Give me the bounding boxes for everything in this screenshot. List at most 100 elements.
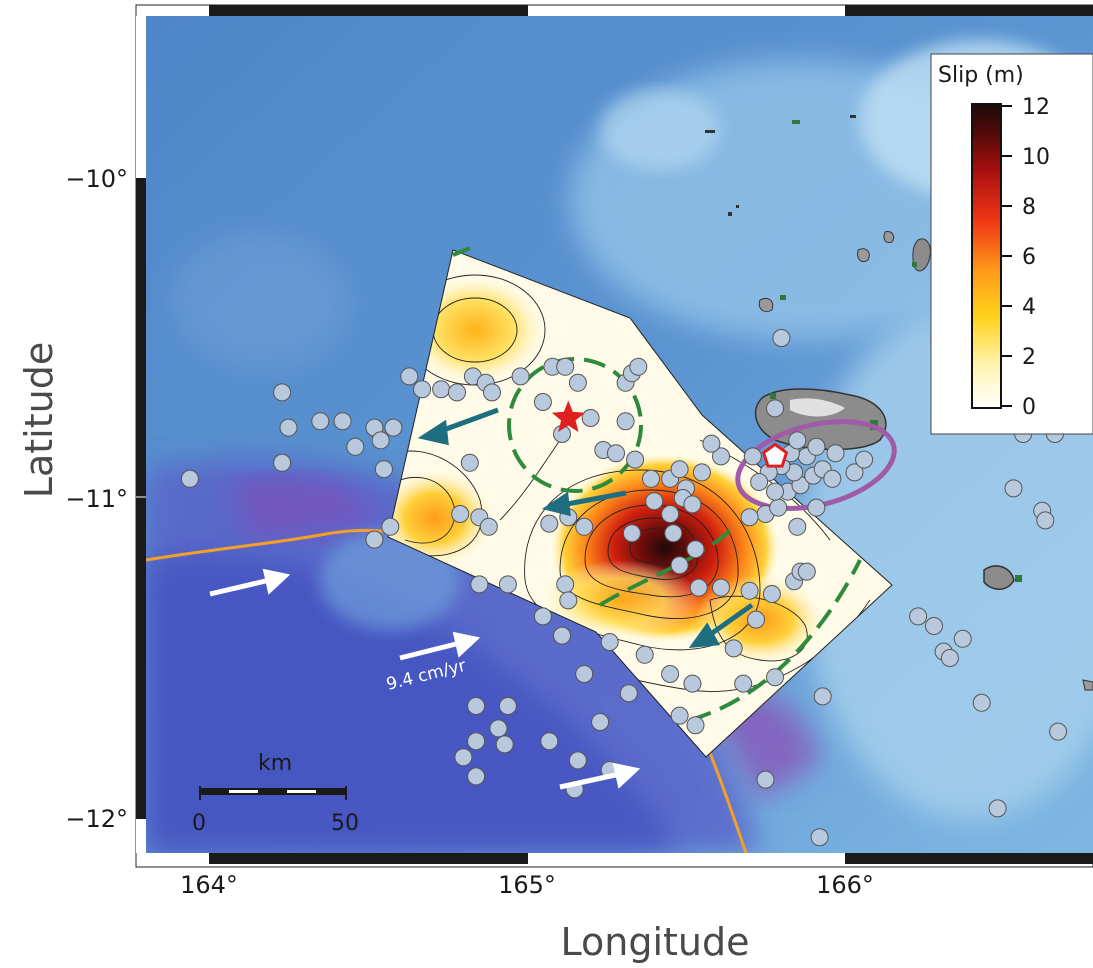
aftershock-point bbox=[556, 357, 575, 376]
aftershock-point bbox=[581, 409, 600, 427]
aftershock-point bbox=[365, 530, 384, 549]
aftershock-point bbox=[575, 665, 594, 683]
scale-bar-unit: km bbox=[258, 751, 292, 776]
aftershock-point bbox=[845, 463, 864, 482]
aftershock-point bbox=[568, 751, 587, 770]
aftershock-point bbox=[766, 668, 784, 687]
aftershock-point bbox=[333, 412, 352, 431]
aftershock-point bbox=[384, 418, 403, 437]
colorbar-tick-label: 2 bbox=[1022, 345, 1036, 370]
scale-bar-end: 50 bbox=[331, 811, 359, 836]
aftershock-point bbox=[511, 367, 530, 386]
aftershock-point bbox=[479, 517, 498, 536]
aftershock-point bbox=[498, 697, 517, 715]
aftershock-point bbox=[788, 431, 807, 450]
aftershock-point bbox=[743, 447, 762, 466]
aftershock-point bbox=[953, 629, 972, 648]
aftershock-point bbox=[432, 380, 451, 399]
aftershock-point bbox=[629, 357, 648, 376]
aftershock-point bbox=[734, 674, 753, 693]
aftershock-point bbox=[810, 828, 829, 847]
aftershock-point bbox=[346, 437, 365, 456]
scale-bar-start: 0 bbox=[192, 811, 206, 836]
aftershock-point bbox=[769, 498, 788, 517]
aftershock-point bbox=[622, 524, 641, 543]
aftershock-point bbox=[756, 770, 775, 789]
aftershock-point bbox=[483, 383, 501, 402]
asperity-outlines bbox=[452, 246, 862, 722]
aftershock-point bbox=[311, 412, 330, 431]
aftershock-point bbox=[670, 460, 689, 479]
aftershock-point bbox=[1036, 511, 1055, 530]
colorbar-title: Slip (m) bbox=[938, 63, 1024, 88]
aftershock-point bbox=[766, 482, 784, 501]
aftershock-point bbox=[807, 498, 826, 517]
plate-motion-arrows bbox=[209, 568, 641, 790]
aftershock-point bbox=[855, 450, 874, 469]
aftershock-point bbox=[712, 447, 730, 466]
aftershock-point bbox=[740, 581, 759, 600]
frame-ticks bbox=[136, 5, 1093, 864]
aftershock-point bbox=[489, 719, 508, 738]
aftershock-point bbox=[540, 732, 559, 751]
aftershock-point bbox=[273, 383, 292, 402]
aftershock-point bbox=[635, 645, 654, 664]
aftershock-point bbox=[619, 684, 638, 703]
aftershock-point bbox=[670, 556, 689, 575]
aftershock-point bbox=[826, 444, 845, 463]
aftershock-point bbox=[1049, 722, 1068, 741]
aftershock-point bbox=[371, 431, 390, 450]
aftershock-point bbox=[533, 393, 552, 411]
aftershock-point bbox=[374, 460, 393, 479]
aftershock-point bbox=[642, 469, 660, 488]
aftershock-point bbox=[645, 492, 664, 511]
aftershock-point bbox=[607, 444, 625, 463]
aftershock-point bbox=[940, 649, 959, 667]
aftershock-point bbox=[180, 469, 199, 488]
colorbar-tick-label: 0 bbox=[1022, 395, 1036, 420]
aftershock-point bbox=[575, 517, 594, 536]
aftershock-point bbox=[556, 575, 575, 594]
x-axis-ticks: 164° 165° 166° bbox=[180, 871, 874, 899]
x-tick-label: 164° bbox=[180, 871, 238, 899]
x-tick-label: 166° bbox=[816, 871, 874, 899]
colorbar-tick-label: 4 bbox=[1022, 295, 1036, 320]
colorbar-tick-label: 10 bbox=[1022, 145, 1050, 170]
aftershock-point bbox=[807, 437, 826, 456]
aftershock-point bbox=[540, 514, 559, 533]
aftershock-point bbox=[498, 575, 517, 594]
aftershock-point bbox=[988, 799, 1007, 818]
y-tick-label: −10° bbox=[65, 165, 128, 193]
aftershock-point bbox=[724, 639, 743, 658]
aftershocks bbox=[180, 329, 1068, 847]
aftershock-point bbox=[451, 505, 470, 523]
aftershock-point bbox=[279, 418, 298, 437]
aftershock-point bbox=[381, 517, 400, 536]
aftershock-point bbox=[467, 732, 486, 751]
aftershock-point bbox=[797, 562, 816, 581]
aftershock-point bbox=[683, 674, 702, 693]
aftershock-point bbox=[460, 453, 479, 472]
aftershock-point bbox=[689, 578, 708, 597]
aftershock-point bbox=[600, 633, 619, 651]
colorbar-tick-label: 12 bbox=[1022, 95, 1050, 120]
slip-arrows bbox=[417, 407, 754, 648]
aftershock-point bbox=[661, 505, 680, 523]
aftershock-point bbox=[495, 735, 514, 754]
aftershock-point bbox=[553, 626, 571, 645]
y-tick-label: −11° bbox=[65, 485, 128, 513]
y-axis-ticks: −10° −11° −12° bbox=[65, 165, 128, 833]
colorbar-tick-label: 8 bbox=[1022, 195, 1036, 220]
station-pentagon-icon bbox=[761, 442, 789, 468]
aftershock-point bbox=[686, 540, 705, 559]
epicenter-star-icon bbox=[551, 400, 585, 432]
colorbar-tick-label: 6 bbox=[1022, 245, 1036, 270]
aftershock-point bbox=[670, 706, 689, 725]
x-axis-label: Longitude bbox=[561, 920, 750, 964]
aftershock-point bbox=[626, 450, 645, 469]
aftershock-point bbox=[750, 473, 769, 491]
aftershock-point bbox=[772, 329, 791, 347]
aftershock-point bbox=[568, 373, 587, 392]
aftershock-point bbox=[762, 585, 781, 603]
